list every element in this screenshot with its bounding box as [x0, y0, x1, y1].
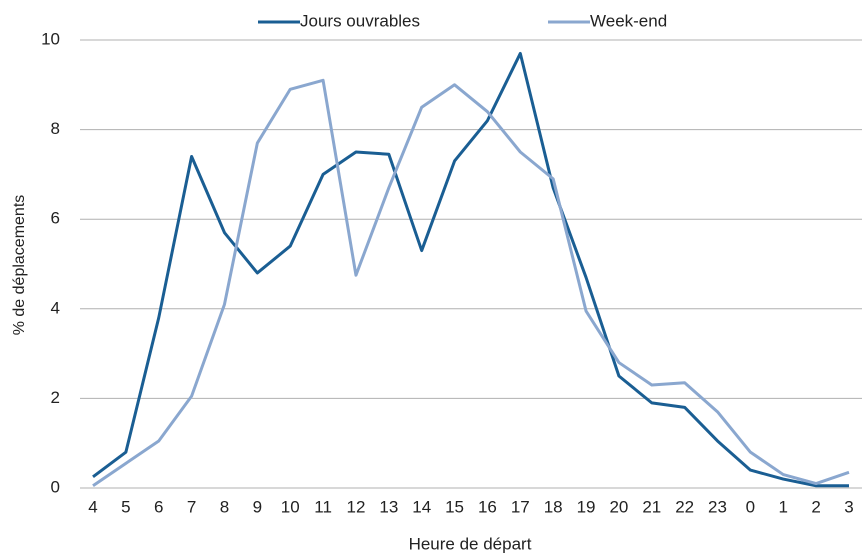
- x-tick-label: 6: [154, 497, 163, 516]
- x-tick-label: 4: [88, 497, 97, 516]
- x-tick-label: 5: [121, 497, 130, 516]
- x-tick-label: 10: [281, 497, 300, 516]
- x-tick-label: 0: [746, 497, 755, 516]
- y-tick-label: 10: [41, 29, 60, 48]
- x-tick-label: 20: [609, 497, 628, 516]
- y-tick-label: 0: [51, 477, 60, 496]
- x-tick-label: 16: [478, 497, 497, 516]
- x-tick-label: 9: [253, 497, 262, 516]
- series-line: [92, 51, 849, 488]
- x-tick-label: 1: [779, 497, 788, 516]
- x-tick-label: 2: [811, 497, 820, 516]
- y-tick-label: 2: [51, 388, 60, 407]
- legend-label: Jours ouvrables: [300, 11, 420, 30]
- x-tick-label: 15: [445, 497, 464, 516]
- x-tick-label: 8: [220, 497, 229, 516]
- x-axis-label: Heure de départ: [409, 534, 532, 553]
- x-tick-label: 19: [577, 497, 596, 516]
- x-tick-label: 13: [379, 497, 398, 516]
- x-tick-label: 17: [511, 497, 530, 516]
- x-tick-label: 11: [314, 497, 332, 516]
- x-tick-label: 12: [346, 497, 365, 516]
- x-tick-label: 23: [708, 497, 727, 516]
- series-line: [92, 78, 850, 487]
- x-tick-label: 21: [642, 497, 661, 516]
- legend-label: Week-end: [590, 11, 667, 30]
- x-tick-label: 18: [544, 497, 563, 516]
- y-tick-label: 8: [51, 119, 60, 138]
- y-tick-label: 4: [51, 298, 60, 317]
- x-tick-label: 3: [844, 497, 853, 516]
- x-tick-label: 7: [187, 497, 196, 516]
- x-tick-label: 22: [675, 497, 694, 516]
- x-tick-label: 14: [412, 497, 431, 516]
- y-tick-label: 6: [51, 209, 60, 228]
- y-axis-label: % de déplacements: [11, 195, 28, 336]
